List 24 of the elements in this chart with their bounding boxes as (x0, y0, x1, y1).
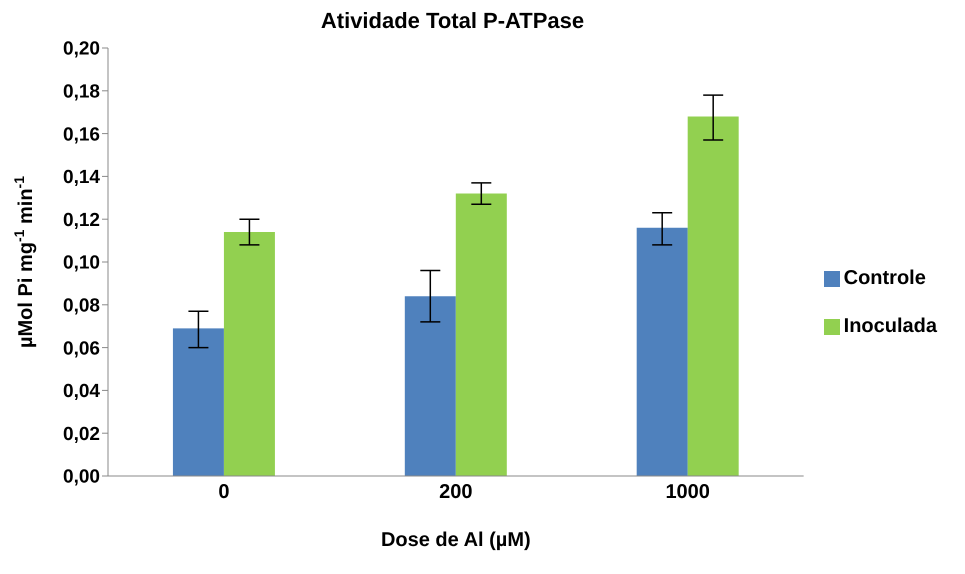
y-tick-label: 0,08 (63, 296, 100, 317)
bar (688, 116, 739, 476)
x-tick-label: 1000 (665, 481, 710, 504)
y-tick-label: 0,12 (63, 210, 100, 231)
y-tick-label: 0,14 (63, 167, 100, 188)
legend-label: Controle (844, 267, 926, 289)
bar (224, 232, 275, 476)
x-axis-title: Dose de Al (µM) (380, 529, 531, 551)
chart-title: Atividade Total P-ATPase (320, 8, 586, 35)
y-tick-label: 0,10 (63, 252, 100, 274)
y-tick-label: 0,06 (63, 338, 100, 360)
bar (636, 228, 688, 476)
y-tick-label: 0,02 (63, 424, 100, 445)
bar (456, 194, 507, 476)
y-tick-label: 0,20 (63, 38, 100, 60)
legend-label: Inoculada (844, 315, 937, 337)
x-tick-label: 0 (218, 481, 230, 504)
y-tick-label: 0,16 (63, 124, 100, 146)
bar (404, 296, 456, 476)
x-tick-label: 200 (439, 481, 473, 504)
bar (172, 328, 224, 476)
y-tick-label: 0,04 (63, 381, 100, 402)
y-tick-label: 0,00 (63, 466, 100, 488)
y-tick-label: 0,18 (63, 82, 100, 103)
